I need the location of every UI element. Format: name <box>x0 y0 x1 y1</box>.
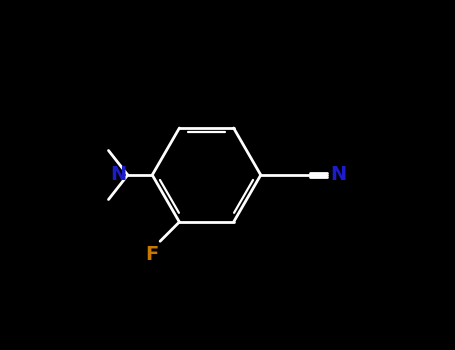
Text: N: N <box>330 166 346 184</box>
Text: N: N <box>110 166 126 184</box>
Text: F: F <box>145 245 158 264</box>
